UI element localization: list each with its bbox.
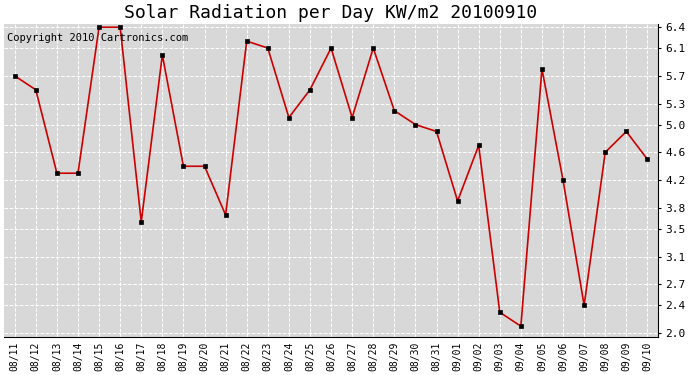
Title: Solar Radiation per Day KW/m2 20100910: Solar Radiation per Day KW/m2 20100910 bbox=[124, 4, 538, 22]
Text: Copyright 2010 Cartronics.com: Copyright 2010 Cartronics.com bbox=[8, 33, 188, 43]
